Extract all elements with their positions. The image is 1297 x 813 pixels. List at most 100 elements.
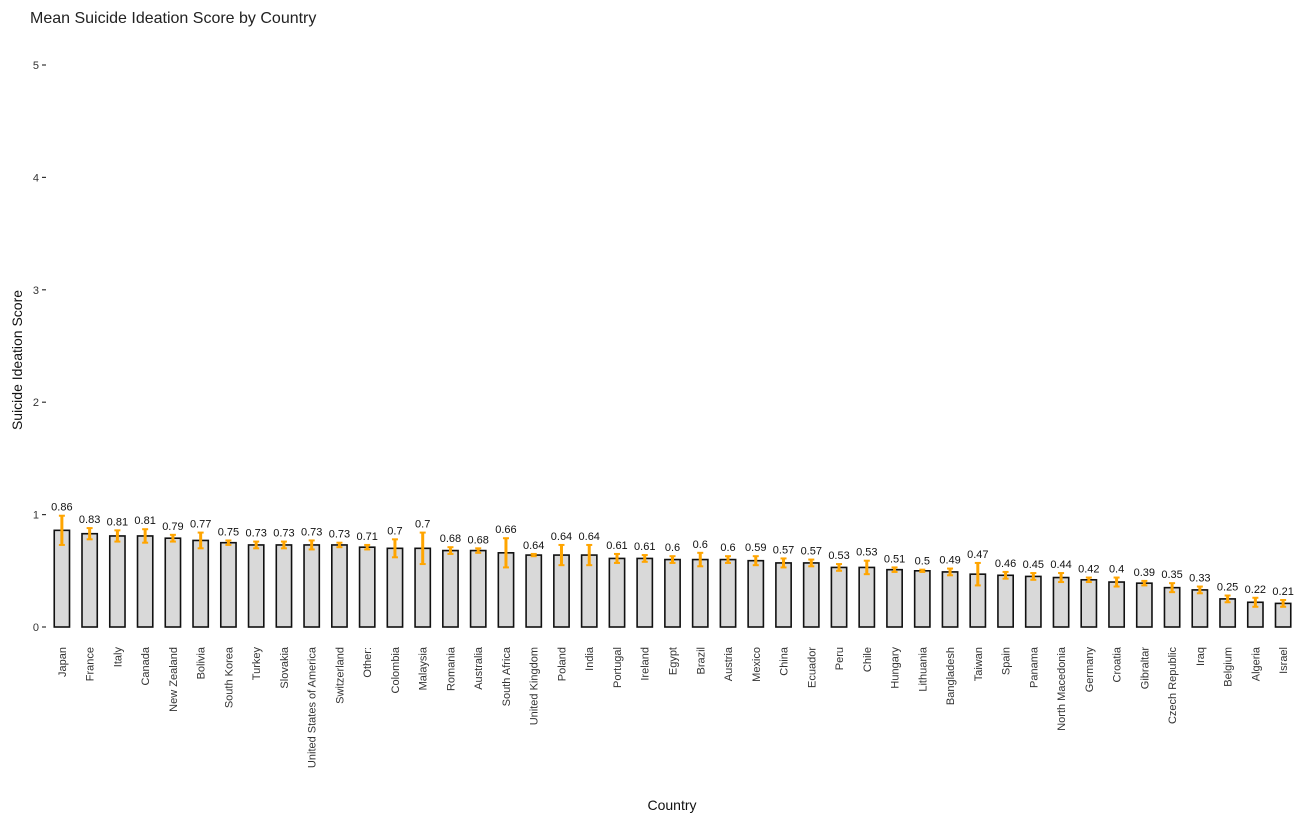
category-label: Brazil bbox=[695, 647, 707, 675]
bar bbox=[386, 547, 404, 628]
category-label: Hungary bbox=[890, 647, 902, 689]
data-label: 0.51 bbox=[884, 553, 905, 565]
category-label: Taiwan bbox=[973, 647, 985, 681]
data-label: 0.68 bbox=[440, 533, 461, 545]
category-label: Belgium bbox=[1223, 647, 1235, 687]
data-label: 0.39 bbox=[1134, 567, 1155, 579]
data-label: 0.7 bbox=[387, 525, 402, 537]
category-label: Other: bbox=[362, 647, 374, 678]
category-label: Bolivia bbox=[196, 646, 208, 679]
category-label: India bbox=[584, 646, 596, 671]
category-label: New Zealand bbox=[168, 647, 180, 712]
bar bbox=[913, 569, 931, 628]
data-label: 0.61 bbox=[606, 540, 627, 552]
data-label: 0.57 bbox=[801, 546, 822, 558]
bar bbox=[941, 571, 959, 628]
data-label: 0.59 bbox=[745, 542, 766, 554]
bar bbox=[442, 549, 459, 628]
category-label: Poland bbox=[556, 647, 568, 681]
category-label: France bbox=[85, 647, 97, 681]
data-label: 0.35 bbox=[1161, 569, 1182, 581]
category-label: Japan bbox=[57, 647, 69, 677]
bar bbox=[1024, 575, 1042, 628]
bar bbox=[108, 535, 126, 628]
bar bbox=[1080, 578, 1098, 628]
category-label: Bangladesh bbox=[945, 647, 957, 705]
data-label: 0.73 bbox=[273, 528, 294, 540]
data-label: 0.46 bbox=[995, 558, 1016, 570]
data-label: 0.81 bbox=[107, 516, 128, 528]
bar bbox=[1163, 586, 1181, 628]
data-label: 0.73 bbox=[301, 526, 322, 538]
data-label: 0.73 bbox=[245, 528, 266, 540]
category-label: China bbox=[779, 646, 791, 676]
category-label: Algeria bbox=[1250, 646, 1262, 681]
category-label: United Kingdom bbox=[529, 647, 541, 725]
data-label: 0.6 bbox=[720, 542, 735, 554]
category-label: Turkey bbox=[251, 647, 263, 681]
category-label: Portugal bbox=[612, 647, 624, 688]
category-label: Austria bbox=[723, 646, 735, 681]
category-label: South Korea bbox=[223, 646, 235, 708]
data-label: 0.79 bbox=[162, 521, 183, 533]
bar bbox=[525, 554, 543, 628]
category-label: Colombia bbox=[390, 646, 402, 693]
data-label: 0.4 bbox=[1109, 564, 1124, 576]
data-label: 0.86 bbox=[51, 502, 72, 514]
category-label: Gibraltar bbox=[1139, 647, 1151, 690]
data-label: 0.21 bbox=[1272, 586, 1293, 598]
data-label: 0.73 bbox=[329, 529, 350, 541]
category-label: Egypt bbox=[668, 647, 680, 675]
y-tick-label: 0 bbox=[33, 622, 39, 634]
data-label: 0.57 bbox=[773, 544, 794, 556]
bar bbox=[303, 544, 321, 628]
data-label: 0.42 bbox=[1078, 564, 1099, 576]
category-label: Ecuador bbox=[806, 647, 818, 688]
data-label: 0.68 bbox=[468, 534, 489, 546]
category-label: South Africa bbox=[501, 646, 513, 706]
data-label: 0.64 bbox=[551, 531, 572, 543]
bars-group bbox=[53, 529, 1292, 628]
category-label: Israel bbox=[1278, 647, 1290, 674]
data-label: 0.47 bbox=[967, 549, 988, 561]
x-axis-title: Country bbox=[647, 797, 696, 813]
category-label: Peru bbox=[834, 647, 846, 670]
category-label: Chile bbox=[862, 647, 874, 672]
category-label: Slovakia bbox=[279, 646, 291, 688]
bar bbox=[81, 532, 99, 628]
bar bbox=[1135, 582, 1153, 628]
category-label: Australia bbox=[473, 646, 485, 690]
data-label: 0.81 bbox=[134, 515, 155, 527]
bar bbox=[747, 559, 765, 628]
data-label: 0.53 bbox=[828, 550, 849, 562]
y-axis-title: Suicide Ideation Score bbox=[9, 290, 25, 430]
category-label: Spain bbox=[1001, 647, 1013, 675]
chart-title: Mean Suicide Ideation Score by Country bbox=[30, 10, 317, 27]
data-label: 0.64 bbox=[523, 540, 544, 552]
data-label: 0.77 bbox=[190, 519, 211, 531]
data-label: 0.45 bbox=[1023, 559, 1044, 571]
bar bbox=[1108, 581, 1126, 628]
category-labels-group: Japan France Italy Canada New Zealand Bolivia… bbox=[57, 646, 1290, 768]
data-label: 0.44 bbox=[1050, 559, 1071, 571]
data-label: 0.33 bbox=[1189, 573, 1210, 585]
category-label: Germany bbox=[1084, 647, 1096, 693]
y-tick-label: 3 bbox=[33, 285, 39, 297]
data-labels-group: 0.86 0.83 0.81 0.81 0.79 0.77 0.75 0.73 0.73 0.73… bbox=[51, 502, 1294, 598]
y-tick-label: 1 bbox=[33, 510, 39, 522]
data-label: 0.7 bbox=[415, 519, 430, 531]
bar bbox=[1191, 589, 1209, 628]
category-label: Ireland bbox=[640, 647, 652, 681]
data-label: 0.53 bbox=[856, 547, 877, 559]
bar bbox=[275, 544, 293, 628]
bar bbox=[608, 557, 626, 628]
category-label: Malaysia bbox=[418, 646, 430, 690]
bar bbox=[469, 549, 487, 628]
y-axis: 0 1 2 3 4 5 bbox=[33, 60, 46, 634]
y-tick-label: 2 bbox=[33, 397, 39, 409]
category-label: Iraq bbox=[1195, 647, 1207, 666]
data-label: 0.25 bbox=[1217, 582, 1238, 594]
bar bbox=[886, 568, 903, 628]
category-label: Romania bbox=[445, 646, 457, 691]
